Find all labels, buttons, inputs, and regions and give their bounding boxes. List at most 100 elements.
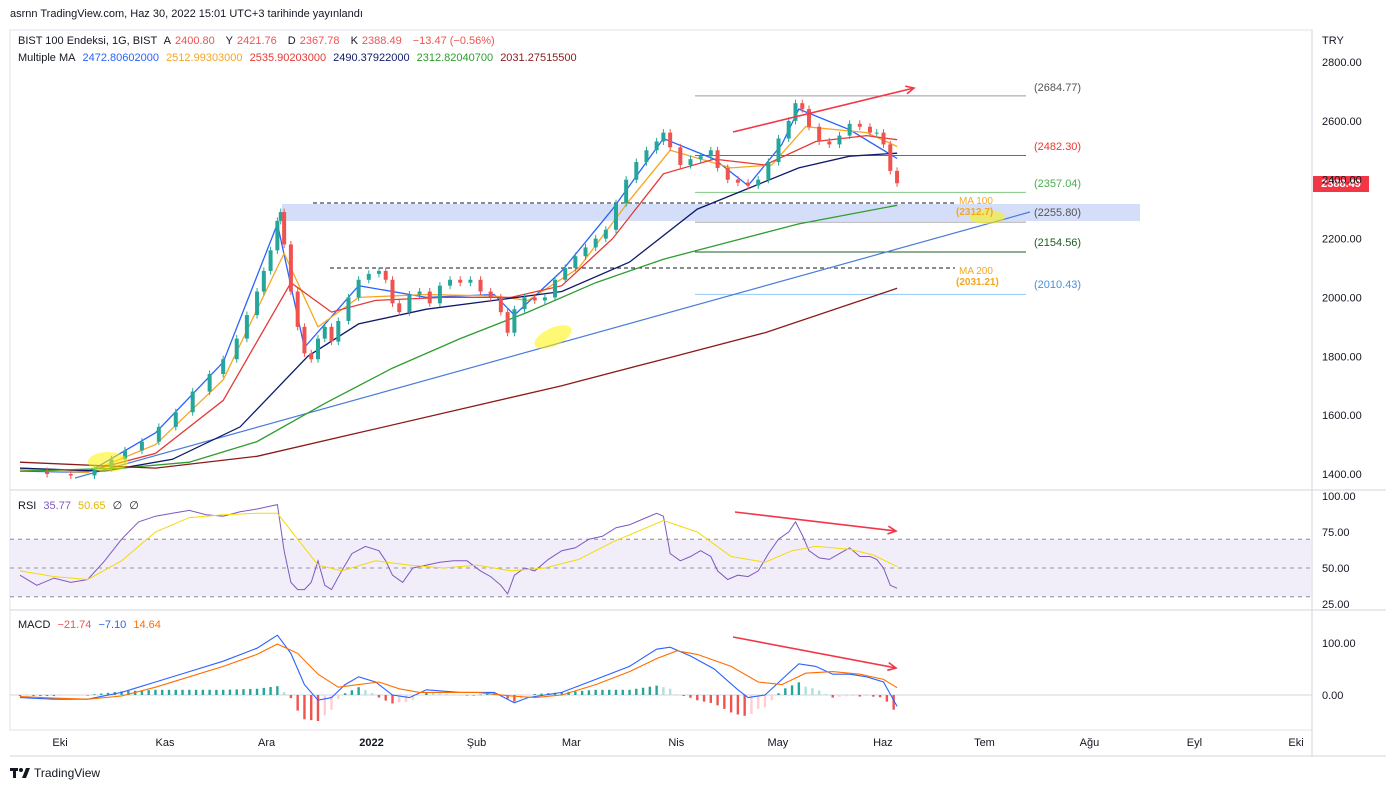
ma-legend-name[interactable]: Multiple MA (18, 52, 76, 64)
time-tick-label: Ağu (1080, 737, 1100, 749)
macd-hist-bar (641, 687, 645, 695)
symbol-name[interactable]: BIST 100 Endeksi, 1G, BIST (18, 35, 158, 47)
candle-body (346, 297, 351, 321)
macd-hist-bar (384, 695, 387, 701)
macd-hist-bar (249, 688, 252, 695)
signal-line (19, 643, 898, 700)
macd-hist-bar (750, 695, 753, 714)
macd-hist-bar (763, 695, 767, 708)
macd-hist-bar (235, 689, 238, 695)
macd-legend-name[interactable]: MACD (18, 619, 51, 631)
macd-hist-bar (560, 692, 564, 695)
candle-body (593, 238, 598, 248)
macd-hist-bar (66, 695, 69, 696)
macd-hist-bar (574, 691, 577, 695)
candle-body (827, 141, 832, 145)
macd-hist-bar (18, 695, 22, 697)
macd-hist-bar (865, 695, 868, 697)
ma-line-4 (19, 152, 898, 472)
highlight-ellipse-1 (88, 452, 128, 472)
level-label-2684: (2684.77) (1034, 82, 1081, 94)
macd-hist-bar (93, 694, 96, 695)
macd-hist-bar (242, 689, 245, 695)
axes: 2800.00 2600.00 2400.00 2200.00 2000.00 1800.… (52, 57, 1361, 749)
macd-hist-bar (757, 695, 760, 710)
macd-hist-bar (377, 695, 381, 698)
rsi-legend-name[interactable]: RSI (18, 500, 37, 512)
macd-hist-bar (648, 686, 652, 695)
macd-hist-bar (662, 687, 665, 695)
macd-hist-bar (391, 695, 394, 704)
macd-hist-bar (161, 689, 164, 695)
candle-body (156, 426, 161, 442)
candle-body (45, 471, 50, 474)
macd-hist-bar (885, 695, 889, 702)
candle-body (390, 279, 395, 304)
tradingview-logo-icon (10, 768, 30, 778)
rsi-legend: RSI 35.77 50.65 ∅ ∅ (18, 499, 143, 512)
macd-hist-bar (154, 689, 157, 695)
ma-line-1 (19, 108, 898, 474)
rsi-tick-label: 75.00 (1322, 527, 1350, 539)
candle-body (207, 373, 212, 392)
macd-hist-bar (459, 695, 462, 696)
candle-body (583, 247, 588, 257)
price-tick-label: 2800.00 (1322, 57, 1362, 69)
macd-hist-bar (147, 690, 150, 695)
macd-hist-bar (465, 695, 469, 696)
macd-hist-bar (513, 695, 516, 702)
candle-body (867, 126, 872, 133)
candle-body (366, 273, 371, 280)
macd-hist-bar (486, 693, 489, 695)
macd-hist-bar (310, 695, 313, 721)
macd-hist-bar (431, 692, 435, 695)
macd-hist-bar (39, 695, 42, 697)
macd-hist-bar (689, 695, 692, 698)
last-price-tag: 2388.49 (1313, 176, 1369, 192)
candle-body (336, 320, 341, 342)
divergence-arrow-macd (732, 636, 897, 669)
price-tick-label: 1600.00 (1322, 410, 1362, 422)
candle-body (688, 159, 693, 165)
macd-hist-bar (72, 695, 76, 696)
macd-hist-bar (303, 695, 306, 720)
candle-body (315, 338, 320, 360)
macd-hist-bar (221, 689, 225, 695)
macd-line (19, 634, 898, 707)
candle-body (776, 138, 781, 163)
macd-hist-bar (25, 695, 28, 697)
candle-body (668, 132, 673, 148)
candle-body (278, 212, 283, 221)
price-tick-label: 2200.00 (1322, 234, 1362, 246)
macd-hist-bar (709, 695, 713, 703)
candle-body (888, 144, 893, 171)
macd-hist-bar (208, 689, 211, 695)
candle-body (478, 279, 483, 292)
macd-hist-bar (255, 688, 259, 695)
macd-hist-bar (194, 689, 198, 695)
candle-body (847, 123, 852, 136)
macd-hist-bar (86, 695, 89, 696)
candle-body (857, 123, 862, 127)
macd-hist-bar (784, 688, 787, 695)
time-tick-label: Nis (668, 737, 684, 749)
divergence-arrow-rsi-head (887, 525, 898, 535)
rsi-empty-2: ∅ (129, 500, 139, 512)
macd-hist-bar (188, 689, 191, 695)
candle-body (282, 212, 287, 245)
candle-body (498, 297, 503, 313)
symbol-legend: BIST 100 Endeksi, 1G, BIST A 2400.80 Y 242… (18, 35, 499, 47)
macd-hist-bar (682, 695, 685, 697)
candle-body (122, 450, 127, 460)
candle-body (874, 132, 879, 134)
macd-hist-bar (892, 695, 895, 710)
candle-body (221, 359, 226, 374)
macd-hist-bar (736, 695, 740, 715)
macd-hist-bar (716, 695, 719, 706)
candle-body (807, 109, 812, 127)
macd-hist-bar (533, 693, 536, 695)
footer-brand[interactable]: TradingView (10, 766, 100, 780)
ma-line-6 (19, 287, 898, 469)
ma-legend: Multiple MA 2472.80602000 2512.99303000 … (18, 52, 581, 64)
